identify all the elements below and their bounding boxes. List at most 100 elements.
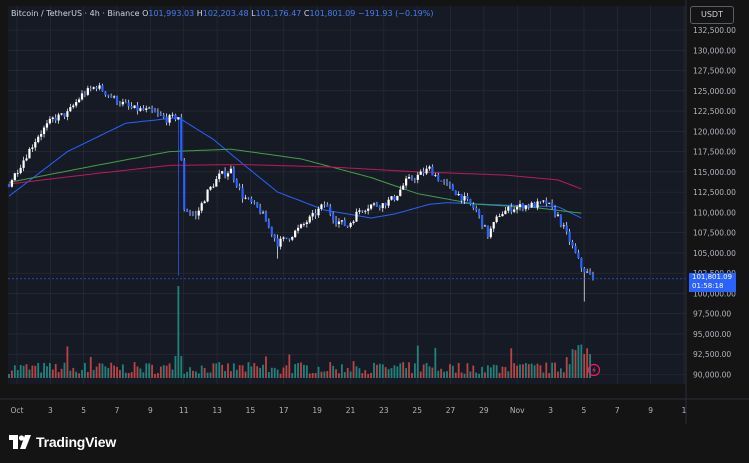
candle-body (299, 224, 303, 228)
candle-body (229, 168, 233, 174)
y-tick-label: 97,500.00 (693, 310, 731, 319)
volume-bar (489, 367, 492, 378)
candle-body (180, 117, 183, 161)
volume-bar (235, 369, 238, 378)
currency-button[interactable]: USDT (690, 6, 734, 24)
candle-body (364, 210, 367, 212)
volume-bar (104, 366, 107, 378)
volume-bar (253, 362, 256, 378)
tradingview-logo[interactable]: TradingView (9, 433, 116, 451)
volume-bar (559, 368, 562, 378)
volume-bar (536, 363, 539, 378)
x-tick-label: 7 (115, 406, 120, 415)
volume-bar (495, 365, 498, 378)
candle-body (402, 185, 405, 190)
volume-bar (189, 367, 191, 378)
candle-body (238, 186, 241, 188)
volume-bar (527, 364, 530, 378)
candle-body (419, 171, 422, 175)
volume-bar (101, 363, 104, 378)
volume-bar (524, 362, 527, 378)
candle-body (434, 174, 437, 176)
candle-body (22, 160, 25, 168)
candle-body (72, 105, 75, 108)
volume-bar (218, 362, 221, 378)
volume-bar (516, 365, 518, 378)
volume-bar (577, 345, 580, 378)
volume-bar (31, 365, 34, 378)
candle-body (545, 200, 548, 204)
volume-bar (311, 373, 314, 378)
chart-frame[interactable]: 132,500.00 130,000.00 127,500.00 125,000.00… (0, 0, 749, 424)
y-tick-label: 100,000.00 (693, 289, 736, 298)
volume-bar (317, 366, 320, 378)
volume-bar (320, 371, 323, 378)
y-tick-label: 130,000.00 (693, 46, 736, 55)
volume-bar (75, 371, 78, 378)
candle-body (267, 221, 270, 227)
volume-bar (300, 362, 302, 378)
volume-bar (247, 362, 250, 378)
volume-bar (507, 371, 510, 378)
volume-bar (530, 363, 533, 378)
y-tick-label: 127,500.00 (693, 67, 736, 76)
volume-bar (367, 373, 370, 378)
candle-body (95, 87, 98, 89)
candle-body (235, 179, 238, 187)
symbol-title[interactable]: Bitcoin / TetherUS · 4h · Binance (11, 9, 140, 18)
candle-body (153, 110, 157, 113)
volume-bar (329, 362, 332, 378)
volume-bar (267, 372, 270, 378)
volume-bar (381, 364, 384, 378)
candle-body (54, 117, 57, 121)
volume-bar (498, 372, 501, 378)
candle-body (413, 179, 416, 181)
volume-bar (57, 372, 60, 378)
volume-bar (63, 362, 66, 378)
volume-bar (154, 373, 156, 378)
candle-body (381, 203, 384, 209)
volume-bar (449, 364, 451, 378)
volume-bar (361, 373, 364, 378)
x-tick-label: Oct (11, 406, 24, 415)
candle-body (285, 237, 288, 239)
high-label: H (196, 9, 203, 18)
price-chart[interactable]: 132,500.00 130,000.00 127,500.00 125,000.00… (0, 0, 749, 424)
volume-bar (107, 367, 110, 378)
x-tick-label: 25 (412, 406, 422, 415)
candle-body (317, 208, 320, 216)
volume-bar (13, 365, 16, 378)
volume-bar (472, 365, 475, 378)
candle-body (253, 202, 256, 203)
candle-body (542, 200, 545, 202)
volume-bar (343, 372, 346, 378)
volume-bar (451, 365, 454, 378)
volume-bar (238, 365, 241, 378)
close-label: C (303, 9, 310, 18)
volume-bar (378, 363, 381, 378)
volume-bar (183, 373, 186, 378)
volume-bar (224, 371, 226, 378)
flash-icon[interactable] (587, 363, 601, 377)
candle-body (308, 216, 311, 223)
volume-bar (270, 367, 273, 378)
volume-bar (373, 362, 375, 378)
low-value: 101,176.47 (255, 9, 302, 18)
x-tick-label: 19 (312, 406, 322, 415)
volume-bar (422, 364, 425, 378)
candle-body (232, 168, 235, 180)
y-tick-label: 115,000.00 (693, 168, 736, 177)
axes[interactable] (0, 0, 749, 424)
volume-bar (43, 362, 45, 378)
volume-bar (346, 367, 349, 378)
volume-bar (583, 353, 586, 378)
volume-bar (370, 372, 372, 378)
candle-body (451, 185, 454, 191)
candle-body (115, 96, 119, 104)
x-tick-label: 29 (479, 406, 489, 415)
volume-bar (256, 366, 259, 378)
candle-body (98, 85, 101, 89)
volume-bar (157, 373, 159, 378)
volume-bar (259, 368, 262, 378)
volume-bar (416, 345, 419, 378)
